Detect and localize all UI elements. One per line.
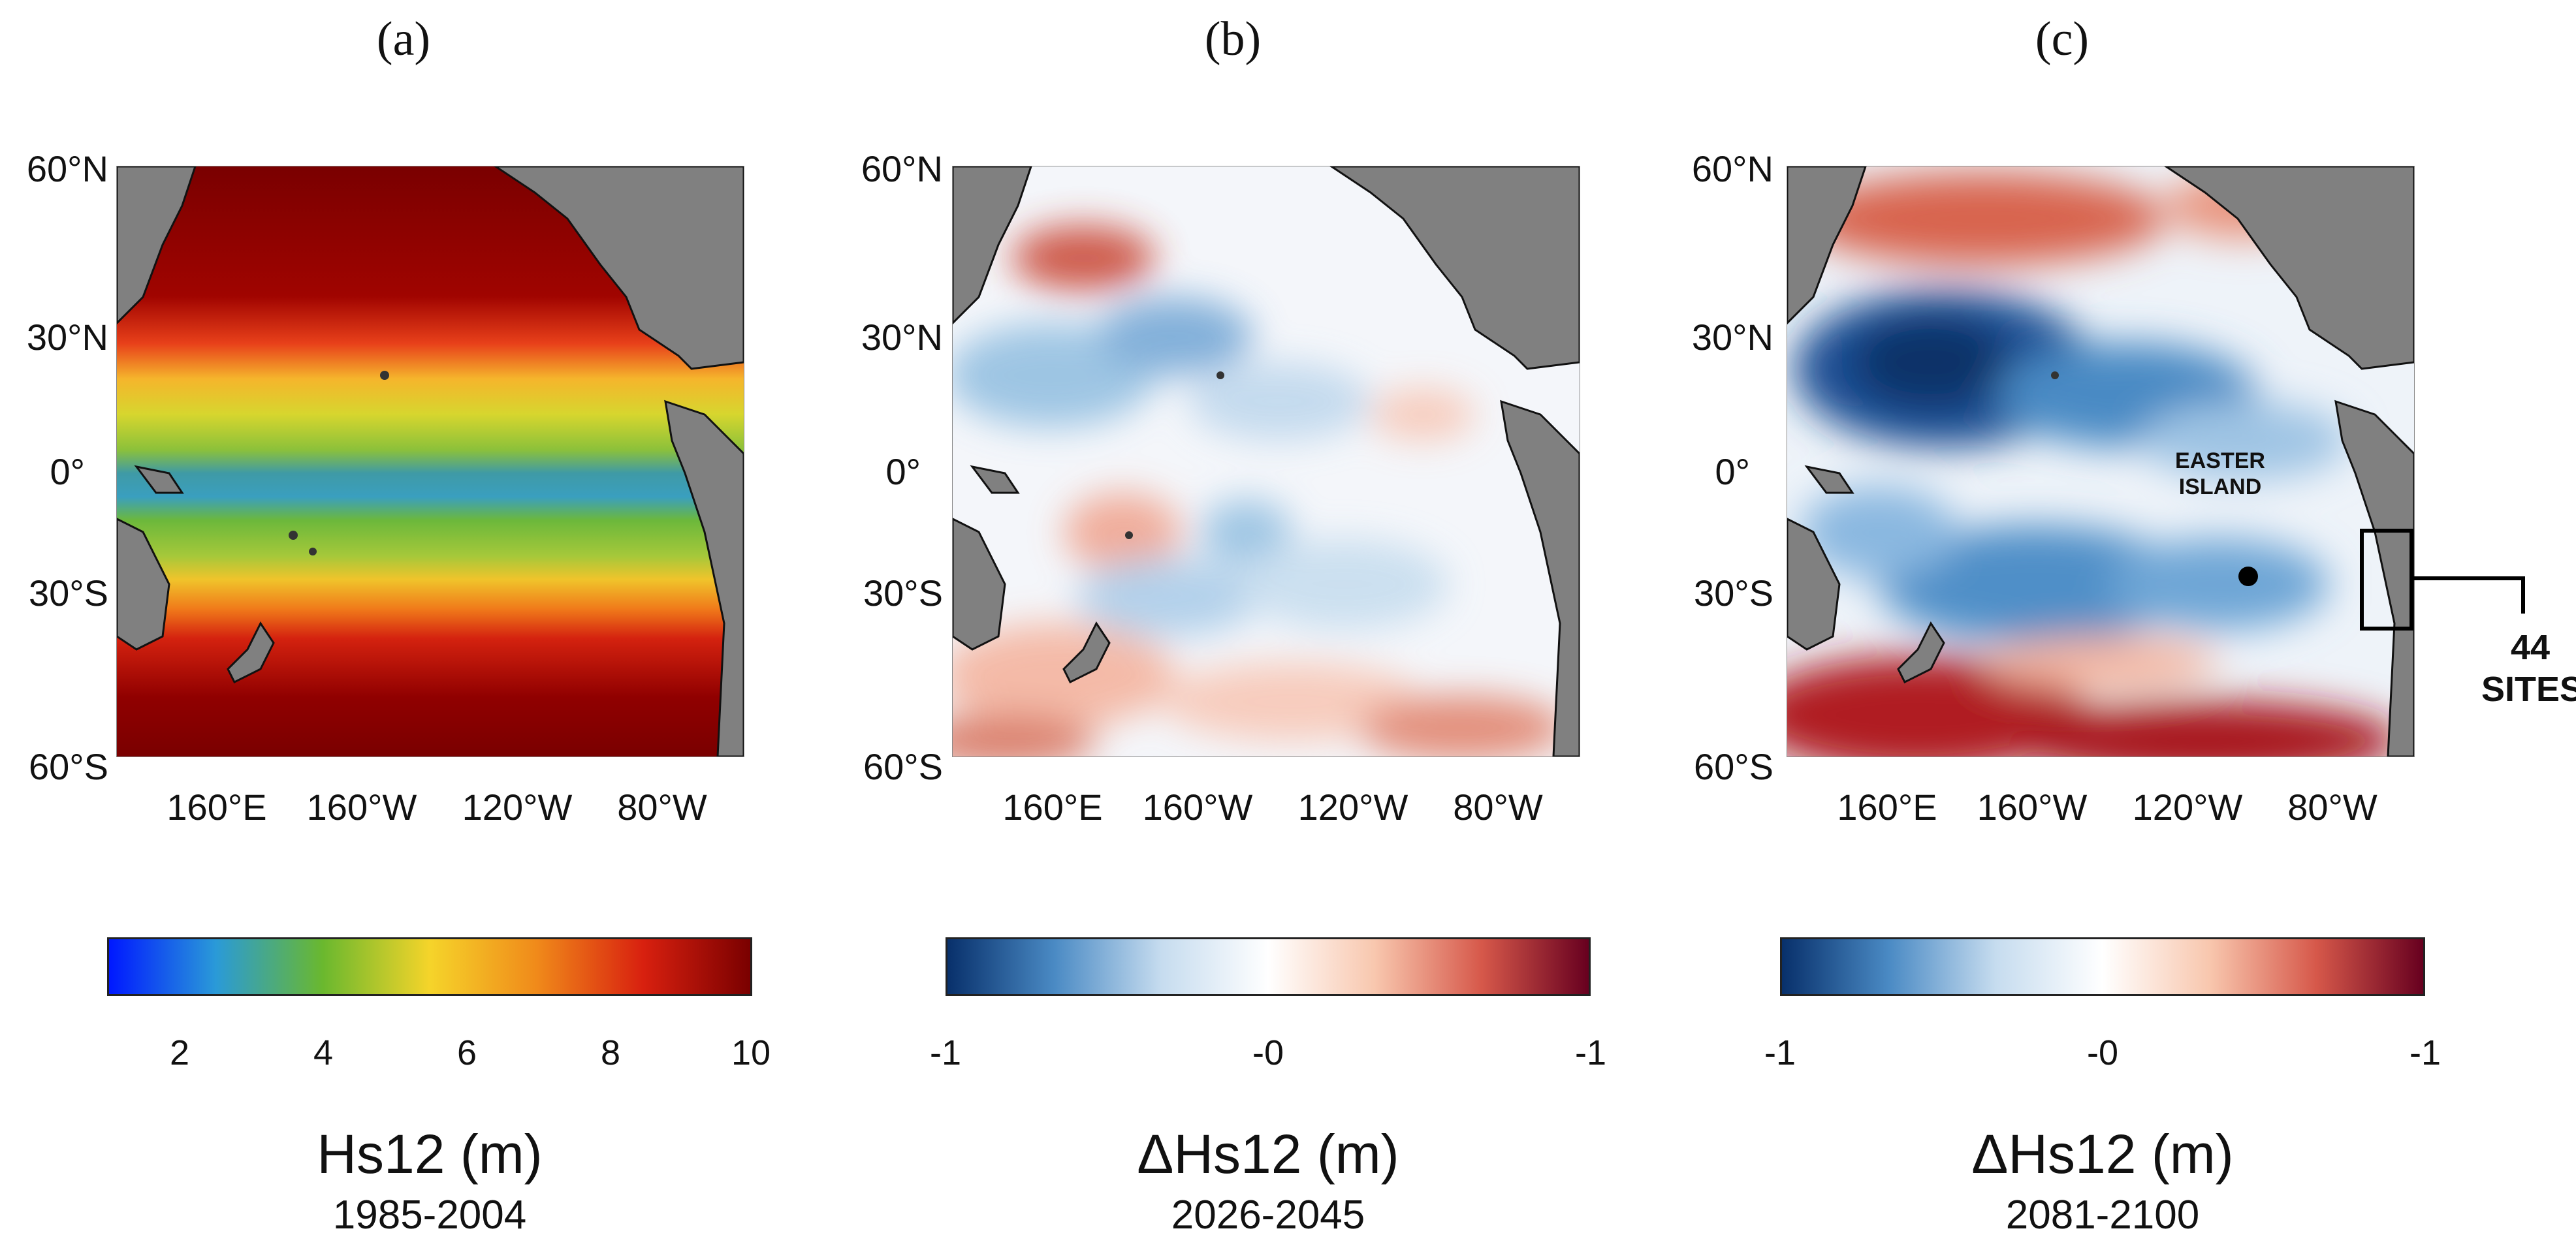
- lat-label-60s: 60°S: [28, 746, 108, 787]
- land-asia: [117, 166, 197, 325]
- land-australia: [117, 518, 170, 651]
- lon-label-160w: 160°W: [1977, 787, 2088, 828]
- colorbar-title: ΔHs12 (m): [1971, 1123, 2234, 1185]
- colorbar-hs12: [107, 937, 752, 996]
- panel-letter-b: (b): [1204, 12, 1262, 66]
- land-new-zealand: [227, 621, 275, 684]
- lat-label-60n: 60°N: [861, 148, 943, 189]
- lon-label-80w: 80°W: [617, 787, 707, 828]
- colorbar-years: 2026-2045: [1171, 1193, 1365, 1238]
- sites-box: [2360, 529, 2413, 631]
- lon-label-160e: 160°E: [1837, 787, 1937, 828]
- lat-label-60n: 60°N: [1691, 148, 1773, 189]
- land-south-america: [664, 399, 744, 757]
- lat-label-30s: 30°S: [1693, 572, 1773, 614]
- colorbar-tick: -1: [1764, 1033, 1796, 1072]
- lat-label-60n: 60°N: [26, 148, 108, 189]
- lat-label-30n: 30°N: [861, 317, 943, 358]
- lat-label-30n: 30°N: [1691, 317, 1773, 358]
- colorbar-tick: 6: [456, 1033, 477, 1072]
- colorbar-tick: 4: [313, 1033, 334, 1072]
- colorbar-title: ΔHs12 (m): [1137, 1123, 1399, 1185]
- colorbar-delta-hs12: [1780, 937, 2425, 996]
- lat-label-60s: 60°S: [863, 746, 943, 787]
- colorbar-tick: -1: [2409, 1033, 2441, 1072]
- easter-island-label: EASTER ISLAND: [2168, 448, 2272, 500]
- sites-label-count: 44: [2510, 628, 2551, 667]
- colorbar-tick: -0: [1252, 1033, 1284, 1072]
- colorbar-years: 2081-2100: [2005, 1193, 2200, 1238]
- map-hs12-1985-2004: [116, 166, 744, 757]
- lon-label-80w: 80°W: [2287, 787, 2377, 828]
- lon-label-160w: 160°W: [1142, 787, 1253, 828]
- lon-label-120w: 120°W: [2132, 787, 2243, 828]
- colorbar-tick: 10: [731, 1033, 771, 1072]
- sites-label-text: SITES: [2481, 670, 2576, 709]
- lat-label-30n: 30°N: [26, 317, 108, 358]
- lat-label-60s: 60°S: [1693, 746, 1773, 787]
- colorbar-tick: -1: [1574, 1033, 1606, 1072]
- colorbar-delta-hs12: [946, 937, 1591, 996]
- lon-label-160e: 160°E: [167, 787, 267, 828]
- map-delta-hs12-2081-2100: [1787, 166, 2415, 757]
- lon-label-120w: 120°W: [462, 787, 573, 828]
- lon-label-160w: 160°W: [306, 787, 417, 828]
- colorbar-tick: -1: [929, 1033, 961, 1072]
- lon-label-80w: 80°W: [1453, 787, 1543, 828]
- panel-letter-a: (a): [376, 12, 431, 66]
- easter-label-line2: ISLAND: [2178, 475, 2262, 499]
- lat-label-30s: 30°S: [28, 572, 108, 614]
- colorbar-tick: 2: [169, 1033, 190, 1072]
- lat-label-0: 0°: [50, 451, 85, 492]
- colorbar-years: 1985-2004: [332, 1193, 527, 1238]
- easter-island-marker: [2238, 567, 2258, 586]
- map-delta-hs12-2026-2045: [952, 166, 1580, 757]
- panel-letter-c: (c): [2035, 12, 2090, 66]
- colorbar-title: Hs12 (m): [317, 1123, 543, 1185]
- sites-label: 44 SITES: [2481, 627, 2576, 710]
- lon-label-160e: 160°E: [1002, 787, 1103, 828]
- colorbar-tick: -0: [2086, 1033, 2118, 1072]
- land-north-america: [494, 166, 744, 370]
- lat-label-0: 0°: [1715, 451, 1750, 492]
- lat-label-0: 0°: [885, 451, 921, 492]
- sites-leader-line: [2412, 576, 2525, 614]
- colorbar-tick: 8: [600, 1033, 621, 1072]
- easter-label-line1: EASTER: [2175, 448, 2265, 473]
- lon-label-120w: 120°W: [1297, 787, 1408, 828]
- lat-label-30s: 30°S: [863, 572, 943, 614]
